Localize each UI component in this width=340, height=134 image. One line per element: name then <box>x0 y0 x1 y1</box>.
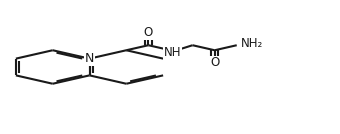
Text: N: N <box>85 52 94 65</box>
Text: NH₂: NH₂ <box>241 37 263 50</box>
Text: O: O <box>144 26 153 39</box>
Text: O: O <box>210 56 219 69</box>
Text: NH: NH <box>164 46 181 59</box>
